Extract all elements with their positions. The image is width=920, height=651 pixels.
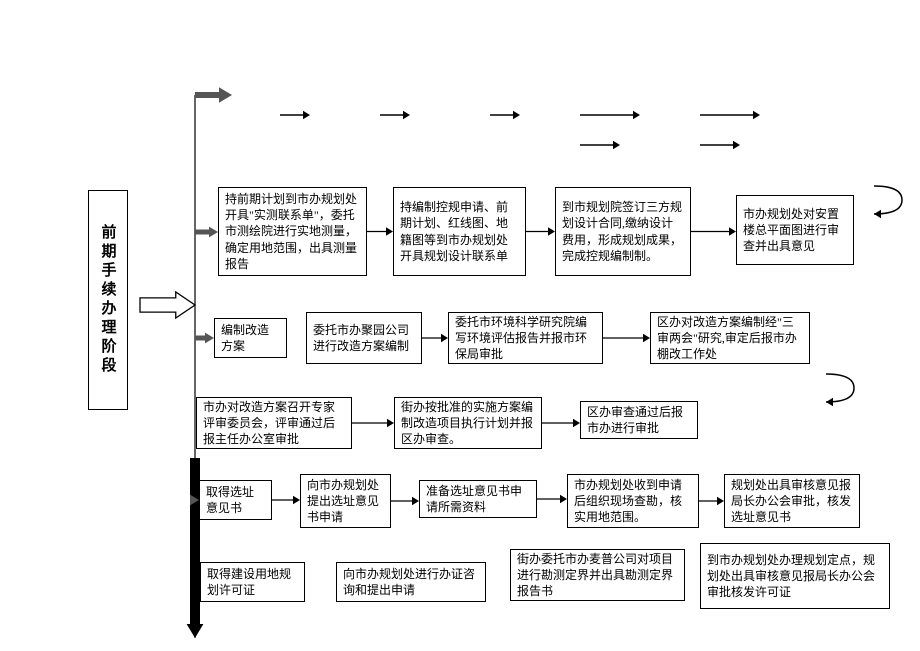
flow-box: 委托市办聚园公司进行改造方案编制 <box>306 312 422 364</box>
flow-box: 准备选址意见书申请所需资料 <box>419 480 537 518</box>
flow-box: 取得建设用地规划许可证 <box>200 562 305 602</box>
flow-box: 取得选址意见书 <box>199 480 272 520</box>
flow-box: 区办对改造方案编制经"三审两会"研究,审定后报市办棚改工作处 <box>650 312 810 364</box>
flow-box: 到市办规划处办理规划定点，规划处出具审核意见报局长办公会审批核发许可证 <box>700 543 890 609</box>
flow-box: 市办规划处收到申请后组织现场查勘，核实用地范围。 <box>567 474 699 528</box>
flow-box: 向市办规划处进行办证咨询和提出申请 <box>336 562 486 602</box>
flow-box: 委托市环境科学研究院编写环境评估报告并报市环保局审批 <box>448 312 603 364</box>
flow-box: 市办规划处对安置楼总平面图进行审查并出具意见 <box>736 195 854 265</box>
flow-box: 编制改造方案 <box>214 318 287 358</box>
flow-box: 持编制控规申请、前期计划、红线图、地籍图等到市办规划处开具规划设计联系单 <box>393 187 526 276</box>
flow-box: 到市规划院签订三方规划设计合同,缴纳设计费用，形成规划成果，完成控规编制制。 <box>555 187 691 276</box>
flow-box: 街办委托市办麦普公司对项目进行勘测定界并出具勘测定界报告书 <box>510 549 685 601</box>
flow-box: 街办按批准的实施方案编制改造项目执行计划并报区办审查。 <box>394 397 542 449</box>
flow-box: 市办对改造方案召开专家评审委员会，评审通过后报主任办公室审批 <box>196 397 352 449</box>
flow-box: 区办审查通过后报市办进行审批 <box>580 401 698 439</box>
flow-box: 规划处出具审核意见报局长办公会审批，核发选址意见书 <box>724 474 860 528</box>
flow-box: 向市办规划处提出选址意见书申请 <box>300 474 391 528</box>
flow-box: 持前期计划到市办规划处开具"实测联系单"，委托市测绘院进行实地测量，确定用地范围… <box>218 187 367 276</box>
